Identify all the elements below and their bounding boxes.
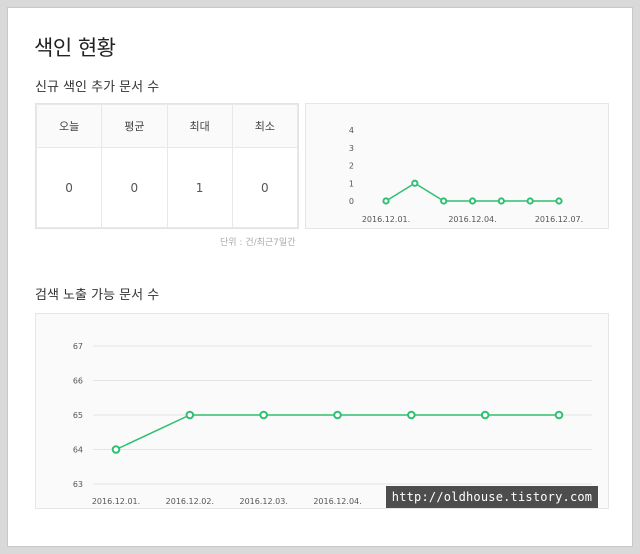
small-chart-data-point	[468, 197, 477, 205]
large-chart-y-tick-label: 65	[73, 411, 83, 420]
stat-header-average: 평균	[101, 104, 168, 148]
large-chart-y-tick-label: 66	[73, 377, 83, 386]
page-title: 색인 현황	[34, 36, 116, 60]
stat-value-today: 0	[35, 147, 103, 228]
content-frame: 색인 현황 신규 색인 추가 문서 수 오늘 평균 최대 최소 0 0 1 0 …	[7, 7, 633, 547]
watermark-url: http://oldhouse.tistory.com	[386, 486, 598, 508]
large-chart-series-line	[115, 414, 559, 451]
large-chart-data-point	[111, 445, 121, 454]
small-chart-y-tick-label: 0	[349, 197, 354, 206]
large-chart-data-point	[333, 410, 342, 420]
new-index-chart: 0 1 2 3 4 2016.12.01. 2016.12.04. 2016.12.07.	[305, 103, 609, 229]
stat-header-max: 최대	[166, 104, 233, 148]
stat-value-max: 1	[166, 147, 233, 228]
large-chart-x-tick-label: 2016.12.03.	[239, 497, 287, 506]
small-chart-x-tick-label: 2016.12.01.	[362, 215, 410, 224]
new-index-stats-table: 오늘 평균 최대 최소 0 0 1 0	[35, 103, 299, 229]
large-chart-y-tick-label: 63	[73, 480, 83, 489]
stat-header-today: 오늘	[35, 104, 103, 148]
small-chart-y-tick-label: 3	[349, 144, 354, 153]
large-chart-data-point	[259, 410, 268, 420]
new-index-section-title: 신규 색인 추가 문서 수	[35, 80, 160, 95]
large-chart-data-point	[185, 410, 195, 420]
unit-note: 단위 : 건/최근7일간	[220, 238, 296, 248]
small-chart-y-tick-label: 4	[349, 126, 354, 135]
stat-header-min: 최소	[231, 104, 299, 148]
stat-value-average: 0	[101, 147, 168, 228]
large-chart-y-tick-label: 64	[73, 446, 83, 455]
large-chart-data-point	[407, 410, 416, 420]
small-chart-x-tick-label: 2016.12.04.	[448, 215, 496, 224]
small-chart-data-point	[382, 197, 390, 205]
small-chart-x-tick-label: 2016.12.07.	[535, 215, 583, 224]
small-chart-data-point	[440, 197, 448, 205]
large-chart-x-tick-label: 2016.12.04.	[313, 497, 361, 506]
small-chart-data-point	[555, 197, 563, 205]
small-chart-data-point	[526, 197, 534, 205]
searchable-docs-chart-svg: 63 64 65 66 67 2016.12.01. 2016.12.02. 2016.12.…	[73, 342, 592, 506]
small-chart-y-tick-label: 1	[349, 179, 354, 188]
large-chart-data-point	[554, 410, 564, 420]
stat-value-min: 0	[231, 147, 299, 228]
small-chart-y-tick-label: 2	[349, 162, 354, 171]
large-chart-y-tick-label: 67	[73, 342, 83, 351]
new-index-chart-svg: 0 1 2 3 4 2016.12.01. 2016.12.04. 2016.12.07.	[349, 126, 583, 224]
large-chart-x-tick-label: 2016.12.01.	[92, 497, 140, 506]
searchable-docs-chart: 63 64 65 66 67 2016.12.01. 2016.12.02. 2016.12.…	[35, 313, 609, 509]
large-chart-x-tick-label: 2016.12.02.	[166, 497, 214, 506]
searchable-section-title: 검색 노출 가능 문서 수	[35, 288, 160, 303]
small-chart-data-point	[497, 197, 505, 205]
large-chart-data-point	[480, 410, 490, 420]
small-chart-data-point	[411, 179, 419, 187]
